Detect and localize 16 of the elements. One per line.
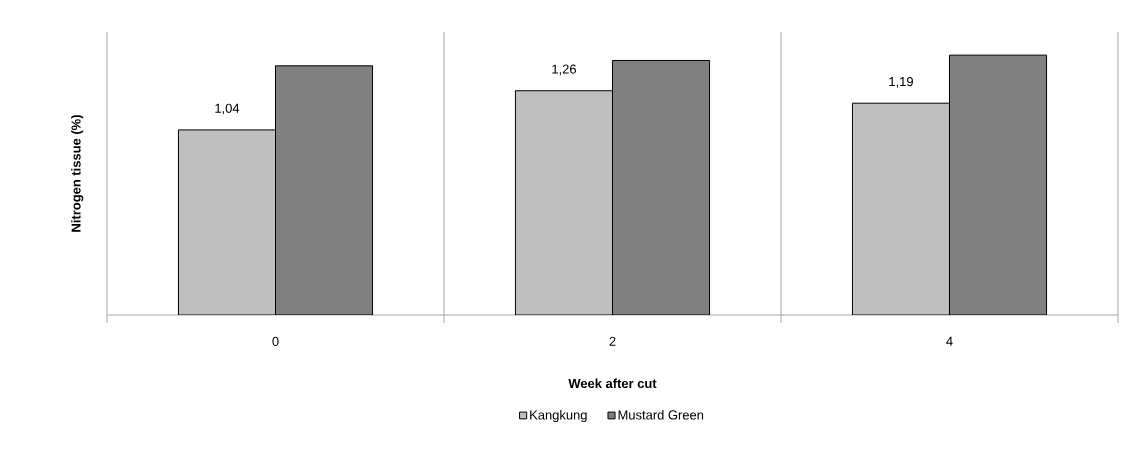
data-label: 1,19 (889, 76, 913, 88)
legend-label: Kangkung (530, 410, 587, 423)
y-axis-title: Nitrogen tissue (%) (71, 115, 84, 232)
x-tick-label: 4 (946, 336, 953, 346)
data-label: 1,26 (552, 64, 577, 76)
legend-label: Mustard Green (618, 410, 704, 420)
bar (948, 54, 1048, 315)
x-tick-label: 0 (272, 336, 279, 346)
data-label: 1,04 (215, 103, 240, 115)
bar (275, 65, 374, 315)
bar (177, 129, 276, 315)
bar (851, 102, 950, 315)
x-tick-label: 2 (609, 336, 616, 346)
bar (514, 90, 613, 315)
bar (612, 59, 711, 315)
x-axis-title: Week after cut (568, 378, 657, 389)
